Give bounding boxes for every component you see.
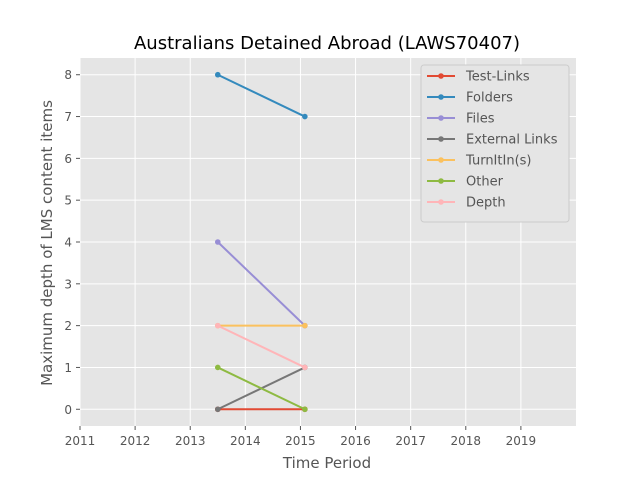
y-tick-label: 3 (64, 277, 72, 291)
data-point (302, 364, 308, 371)
legend-box (420, 64, 570, 223)
series-group (214, 71, 308, 413)
x-tick-label: 2018 (451, 434, 482, 448)
legend-label: Other (466, 175, 504, 190)
legend-swatch-marker (438, 94, 444, 100)
chart-title: Australians Detained Abroad (LAWS70407) (134, 33, 520, 54)
y-tick-label: 8 (64, 68, 72, 82)
y-tick-label: 2 (64, 319, 72, 333)
x-tick-label: 2014 (230, 434, 261, 448)
data-point (214, 406, 221, 413)
legend-swatch-marker (438, 136, 444, 142)
data-point (214, 71, 221, 78)
x-tick-label: 2015 (285, 434, 316, 448)
legend-label: Folders (466, 91, 513, 106)
series-line (217, 366, 306, 411)
legend-label: Test-Links (465, 70, 530, 85)
legend-label: Depth (466, 196, 506, 211)
legend-label: External Links (466, 133, 558, 148)
series-line (217, 73, 306, 118)
data-point (214, 364, 221, 371)
legend-swatch-marker (438, 73, 444, 79)
data-point (214, 322, 221, 329)
legend-swatch-marker (438, 178, 444, 184)
series-line (217, 324, 306, 369)
x-axis-label: Time Period (282, 454, 371, 472)
x-tick-label: 2019 (506, 434, 537, 448)
y-tick-label: 6 (64, 152, 72, 166)
y-tick-label: 7 (64, 110, 72, 124)
data-point (214, 239, 221, 245)
y-axis-label: Maximum depth of LMS content items (38, 100, 56, 386)
y-tick-label: 0 (64, 403, 72, 417)
series-line (217, 241, 306, 327)
legend: Test-Links Folders Files External Links Turn… (420, 64, 570, 223)
x-tick-label: 2017 (395, 434, 426, 448)
y-tick-label: 1 (64, 361, 72, 375)
legend-swatch-marker (438, 115, 444, 121)
legend-swatch-marker (438, 157, 444, 163)
x-tick-label: 2016 (340, 434, 371, 448)
data-point (302, 113, 308, 120)
data-point (302, 406, 308, 413)
y-tick-label: 4 (64, 236, 72, 250)
y-tick-label: 5 (64, 194, 72, 208)
x-tick-label: 2011 (65, 434, 96, 448)
legend-swatch-marker (438, 199, 444, 205)
x-tick-label: 2012 (120, 434, 151, 448)
data-point (302, 322, 308, 329)
legend-label: TurnItIn(s) (465, 154, 531, 169)
x-tick-label: 2013 (175, 434, 206, 448)
legend-label: Files (466, 112, 495, 127)
